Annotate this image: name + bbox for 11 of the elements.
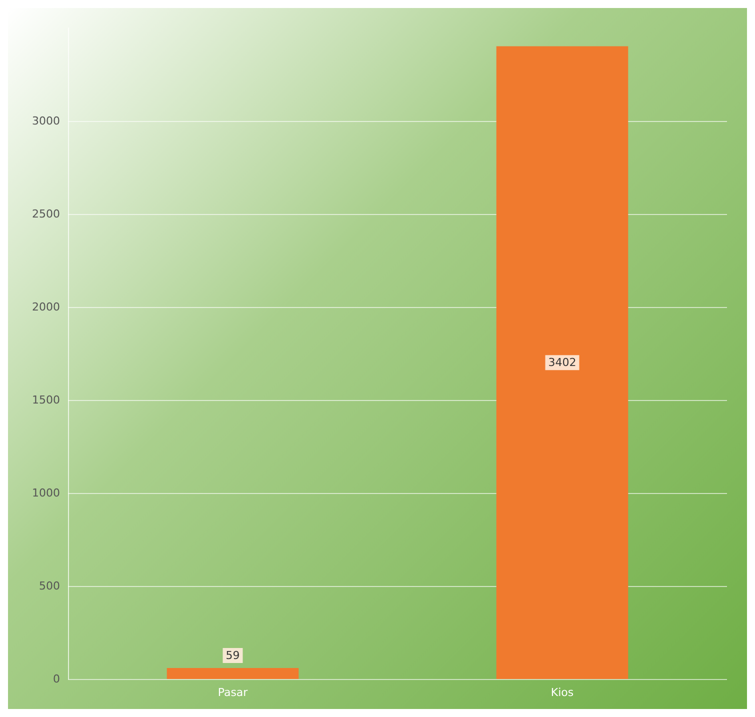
y-tick-label: 0 bbox=[53, 672, 60, 686]
x-tick-label: Kios bbox=[550, 686, 574, 699]
y-tick-label: 1500 bbox=[32, 394, 60, 406]
y-tick-label: 2500 bbox=[32, 208, 60, 220]
y-tick-label: 3000 bbox=[32, 114, 60, 128]
data-label: 3402 bbox=[548, 356, 576, 370]
x-tick-label: Pasar bbox=[218, 686, 248, 699]
y-tick-label: 500 bbox=[39, 580, 60, 592]
y-tick-label: 1000 bbox=[32, 486, 60, 500]
y-tick-label: 2000 bbox=[32, 300, 60, 314]
data-label: 59 bbox=[226, 649, 240, 662]
